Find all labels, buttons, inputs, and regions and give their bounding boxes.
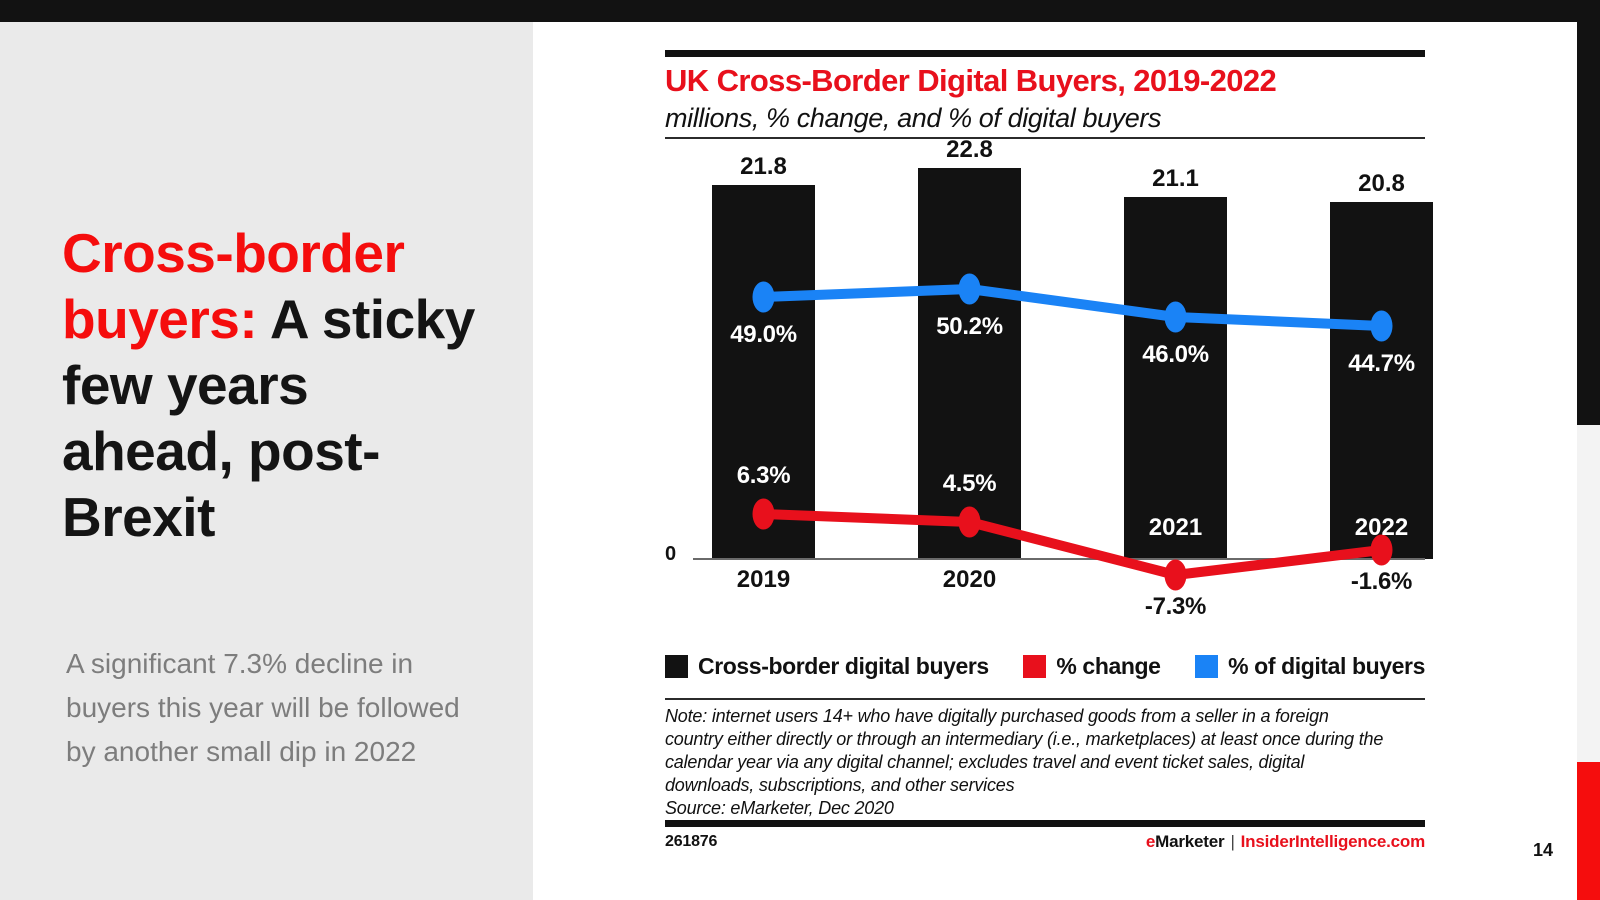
x-tick-label-2019: 2019 — [736, 566, 791, 593]
chart-subtitle: millions, % change, and % of digital buy… — [665, 103, 1162, 133]
blue-point-label: 50.2% — [936, 313, 1003, 340]
x-axis-line — [693, 558, 1425, 560]
slide-title: Cross-border buyers: A sticky few years … — [62, 220, 492, 550]
chart-note: Note: internet users 14+ who have digita… — [665, 705, 1425, 820]
chart-footer: 261876 eMarketer | InsiderIntelligence.com — [665, 832, 1425, 852]
chart-title: UK Cross-Border Digital Buyers, 2019-202… — [665, 63, 1277, 98]
chart-header-rule — [665, 137, 1425, 139]
blue-point-label: 44.7% — [1348, 350, 1415, 377]
legend-label: Cross-border digital buyers — [698, 652, 989, 679]
right-accent-strip — [1577, 22, 1600, 900]
bar-2022 — [1330, 202, 1433, 559]
-change-line — [763, 509, 1383, 580]
legend-rule — [665, 698, 1425, 700]
note-line: Note: internet users 14+ who have digita… — [665, 706, 1329, 726]
x-tick-label-2020: 2020 — [942, 566, 997, 593]
left-panel: Cross-border buyers: A sticky few years … — [0, 22, 533, 900]
note-line: country either directly or through an in… — [665, 729, 1384, 749]
bar-value-label: 22.8 — [946, 136, 993, 163]
legend-swatch — [1195, 654, 1219, 678]
note-line: downloads, subscriptions, and other serv… — [665, 775, 1015, 795]
blue-point-label: 49.0% — [730, 321, 797, 348]
brand-site: InsiderIntelligence.com — [1240, 832, 1426, 851]
red-point-label: 6.3% — [736, 462, 791, 489]
bar-value-label: 20.8 — [1358, 170, 1405, 197]
bar-2019 — [712, 185, 815, 559]
right-strip-gray — [1577, 425, 1600, 762]
bar-value-label: 21.1 — [1152, 165, 1199, 192]
red-point-label: -1.6% — [1350, 568, 1413, 595]
red-point-label: 4.5% — [942, 470, 997, 497]
legend-item: Cross-border digital buyers — [665, 653, 989, 680]
x-tick-label-2022: 2022 — [1354, 514, 1409, 541]
plot-area: 0 21.8 22.8 21.1 20.8 2019 2020 2021 2022 49.0% 5… — [665, 136, 1433, 620]
page-number: 14 — [1532, 840, 1554, 860]
legend-label: % of digital buyers — [1228, 652, 1425, 679]
right-strip-black — [1577, 22, 1600, 425]
legend-item: % change — [1023, 652, 1161, 680]
slide-body-text: A significant 7.3% decline in buyers thi… — [66, 648, 460, 767]
legend-swatch — [665, 654, 688, 678]
legend-label: % change — [1056, 652, 1161, 679]
chart-panel: UK Cross-Border Digital Buyers, 2019-202… — [665, 0, 1433, 900]
slide-title-highlight: Cross-border buyers: — [62, 222, 405, 350]
bar-2021 — [1124, 197, 1227, 559]
brand-e: e — [1145, 832, 1156, 851]
x-tick-label-2021: 2021 — [1148, 514, 1203, 541]
data-point-marker — [1164, 559, 1187, 591]
chart-id: 261876 — [665, 833, 718, 850]
chart-top-rule — [665, 50, 1425, 57]
source-line: Source: eMarketer, Dec 2020 — [665, 798, 894, 818]
brand-emarketer: eMarketer — [1146, 832, 1225, 851]
red-point-label: -7.3% — [1144, 593, 1207, 620]
right-strip-red — [1577, 762, 1600, 900]
brand-footer: eMarketer | InsiderIntelligence.com — [1146, 832, 1425, 852]
legend-item: % of digital buyers — [1195, 653, 1425, 680]
note-line: calendar year via any digital channel; e… — [665, 752, 1305, 772]
slide-title-rest: A sticky few years ahead, post-Brexit — [62, 288, 475, 548]
chart-bottom-rule — [665, 820, 1425, 827]
chart-legend: Cross-border digital buyers % change % of … — [665, 648, 1425, 684]
brand-divider: | — [1230, 832, 1235, 851]
bar-value-label: 21.8 — [740, 153, 787, 180]
y-axis-zero-label: 0 — [665, 543, 677, 565]
top-accent-bar — [0, 0, 1600, 22]
bar-2020 — [918, 168, 1021, 559]
brand-marketer: Marketer — [1155, 832, 1225, 851]
blue-point-label: 46.0% — [1142, 341, 1209, 368]
-of-digital-buyers-line — [763, 284, 1382, 331]
legend-swatch — [1023, 654, 1047, 678]
